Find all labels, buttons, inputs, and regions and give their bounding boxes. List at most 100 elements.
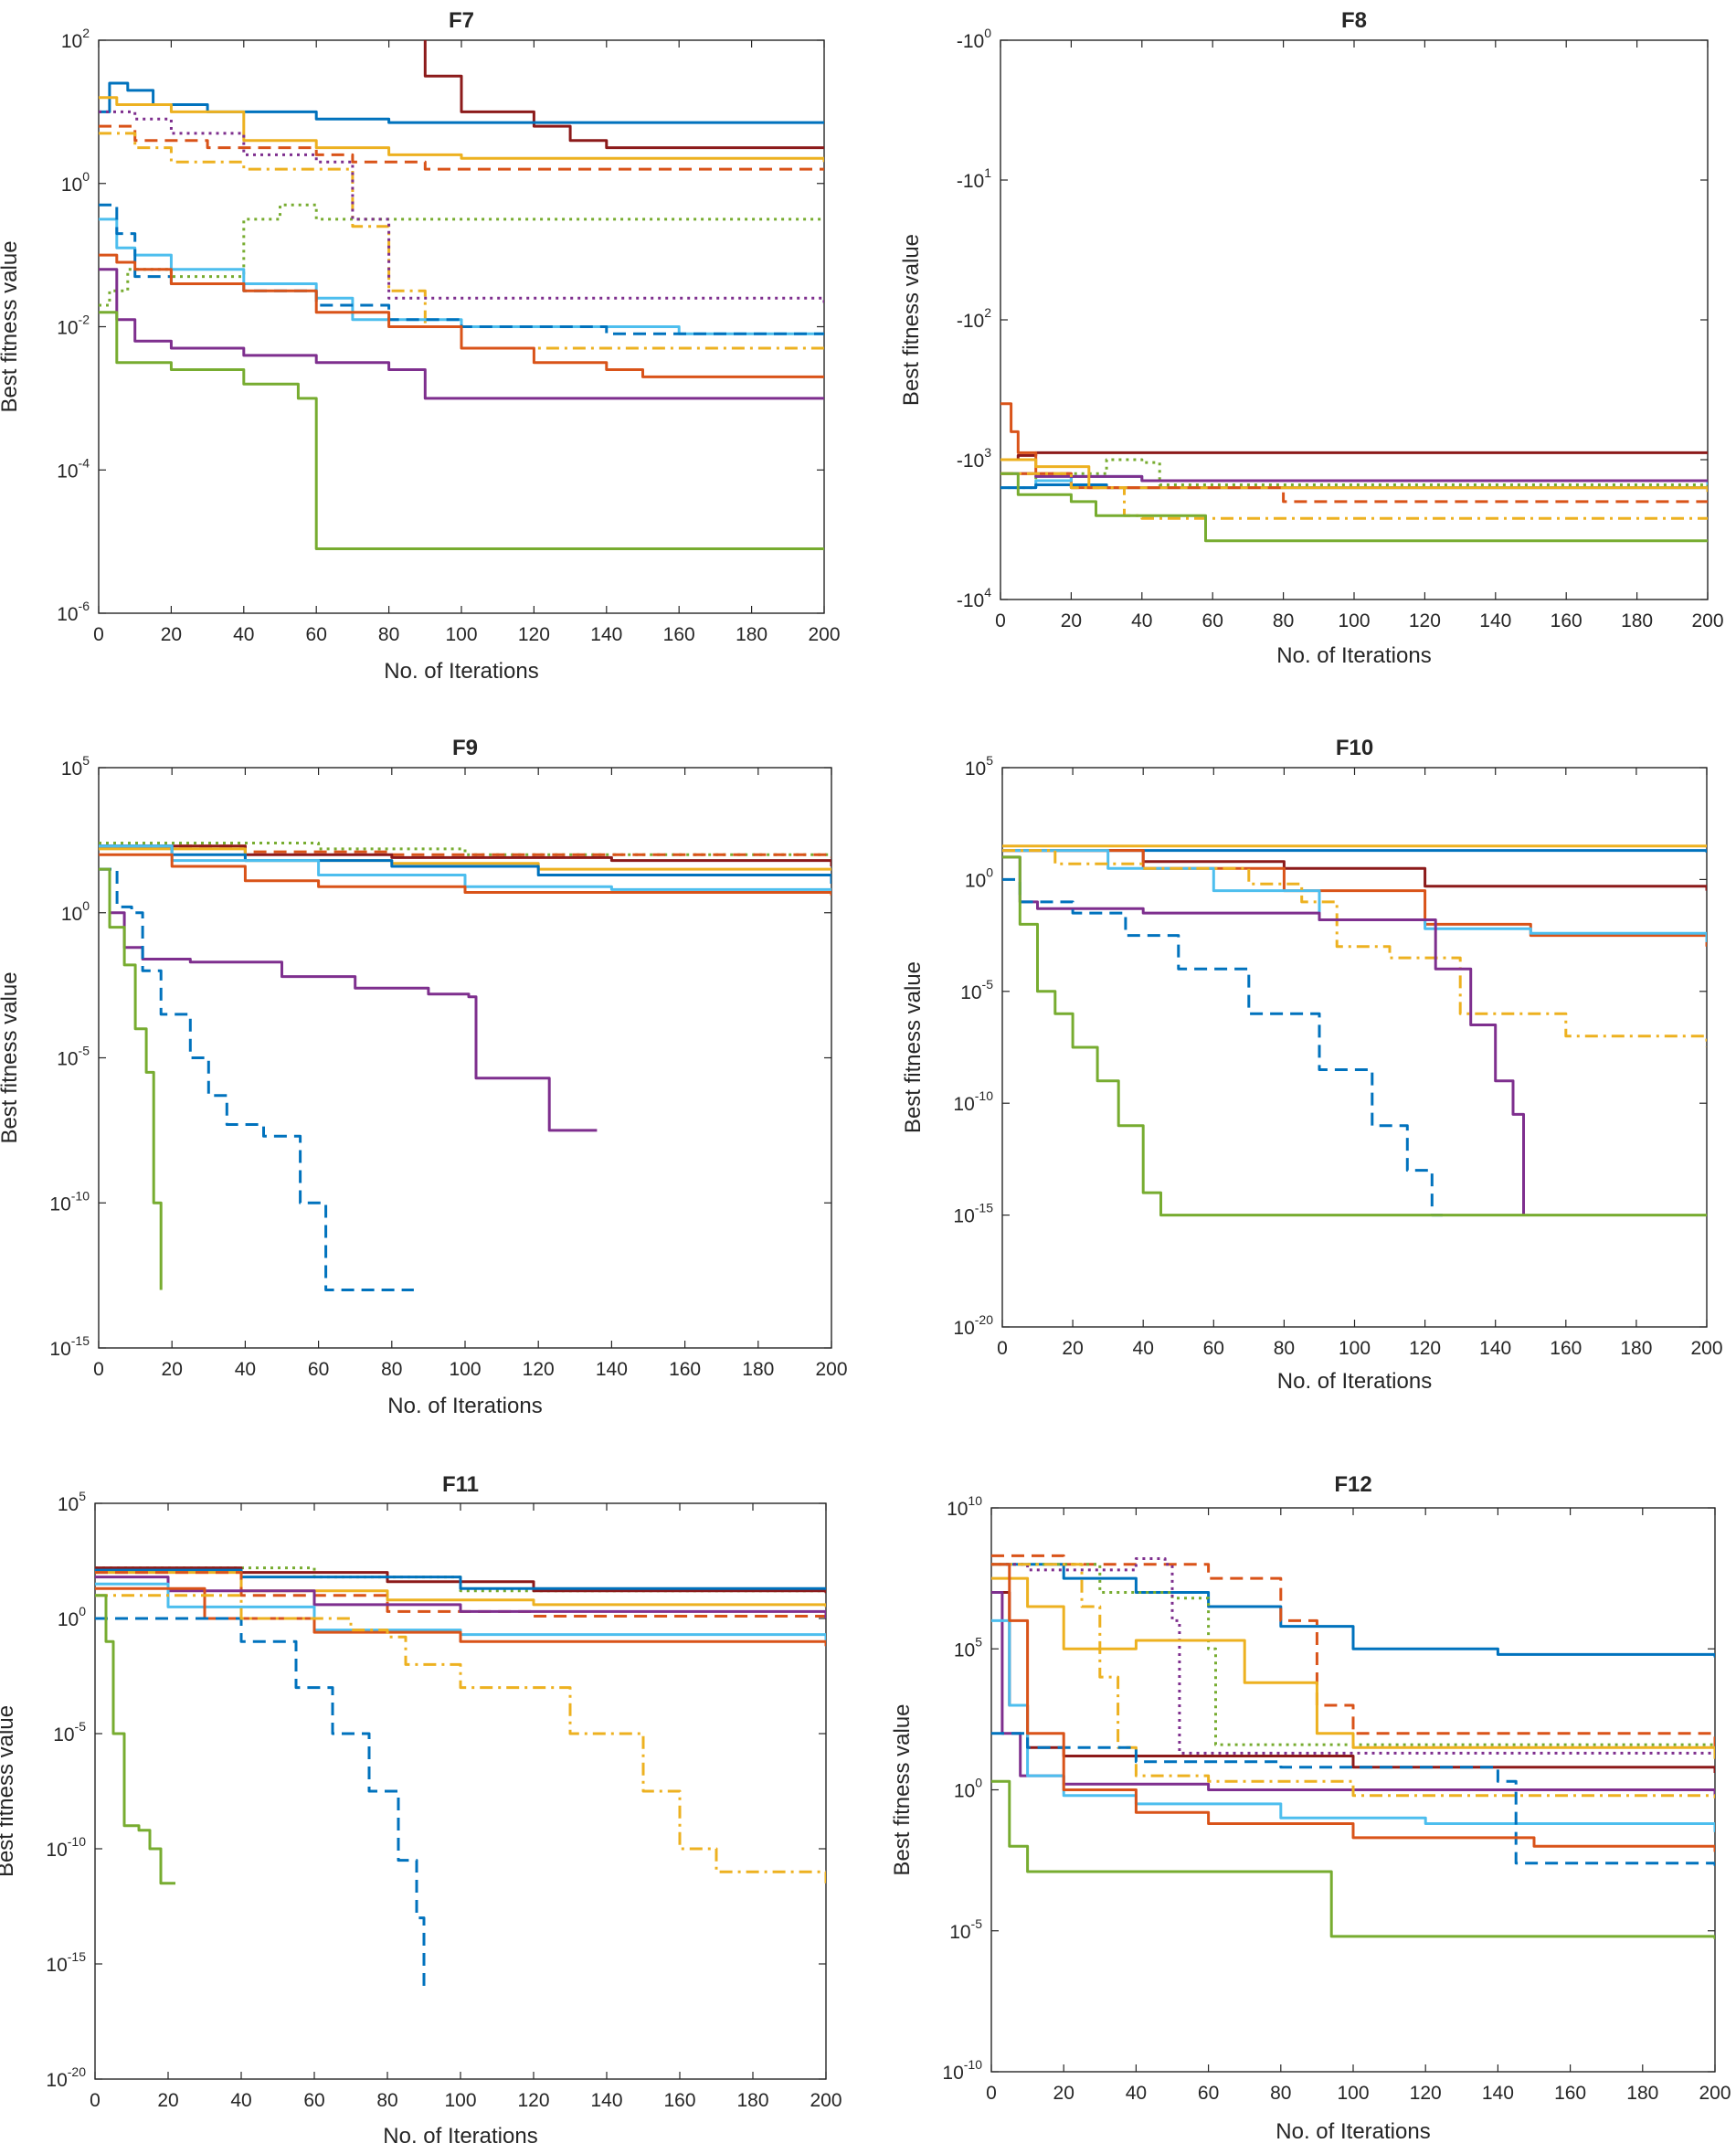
chart-title: F11	[442, 1472, 479, 1497]
x-tick-label: 60	[1198, 2083, 1219, 2104]
x-tick-label: 60	[1202, 610, 1223, 631]
x-tick-label: 120	[517, 2090, 549, 2111]
y-axis-label: Best fitness value	[899, 234, 924, 406]
y-tick-label: 100	[965, 865, 993, 891]
x-tick-label: 80	[1273, 610, 1294, 631]
x-tick-label: 20	[162, 1359, 183, 1380]
x-tick-label: 20	[1061, 610, 1082, 631]
series-line-3	[99, 96, 824, 163]
x-tick-label: 100	[1337, 2083, 1369, 2104]
chart-title: F9	[452, 736, 478, 760]
series-line-9	[1002, 855, 1707, 1217]
y-tick-label: 102	[61, 26, 90, 52]
y-tick-label: -103	[957, 445, 991, 472]
x-axis-label: No. of Iterations	[1277, 1369, 1432, 1394]
x-tick-label: 40	[1131, 610, 1152, 631]
series-line-10	[95, 1594, 826, 1883]
y-tick-label: 10-5	[53, 1719, 86, 1745]
x-tick-label: 120	[1409, 1338, 1441, 1359]
x-tick-label: 60	[308, 1359, 329, 1380]
y-tick-label: 10-5	[949, 1916, 982, 1943]
x-tick-label: 100	[444, 2090, 476, 2111]
chart-f8: F8 0 20 40 60 80 100 120 140 160 180 200 -100 -101 -10…	[899, 8, 1724, 668]
x-tick-label: 0	[93, 624, 104, 645]
series-line-3	[991, 1563, 1715, 1746]
y-tick-label: 10-5	[960, 977, 993, 1003]
y-tick-label: 100	[61, 169, 90, 196]
series-group	[1000, 402, 1708, 543]
y-tick-label: 10-6	[57, 599, 90, 625]
x-tick-label: 40	[1133, 1338, 1154, 1359]
y-tick-label: 105	[965, 753, 993, 780]
series-group	[1002, 844, 1707, 1217]
x-tick-label: 200	[815, 1359, 847, 1380]
x-axis-label: No. of Iterations	[384, 659, 538, 684]
x-tick-label: 100	[445, 624, 477, 645]
y-tick-label: 100	[58, 1604, 86, 1630]
x-tick-label: 160	[669, 1359, 701, 1380]
y-tick-label: 10-15	[46, 1949, 86, 1976]
y-tick-label: -100	[957, 26, 991, 52]
series-group	[99, 842, 831, 1291]
x-tick-label: 120	[518, 624, 550, 645]
x-tick-label: 120	[1409, 610, 1441, 631]
series-line-6	[99, 844, 831, 891]
y-tick-label: 10-15	[49, 1333, 90, 1360]
series-line-10	[99, 867, 163, 1290]
x-tick-label: 200	[808, 624, 840, 645]
chart-f12: F12 0 20 40 60 80 100 120 140 160 180 200 1010 105 100…	[890, 1472, 1731, 2144]
series-group	[991, 1554, 1715, 1939]
x-tick-label: 40	[233, 624, 254, 645]
series-line-11	[95, 1594, 175, 1885]
series-line-10	[99, 253, 824, 378]
x-tick-label: 0	[986, 2083, 997, 2104]
chart-f7: F7 0 20 40 60 80 100 120 140 160 180 200 102 100 10-2 1…	[0, 8, 841, 684]
series-line-2	[99, 81, 824, 124]
x-tick-label: 120	[1410, 2083, 1442, 2104]
x-tick-label: 200	[1691, 610, 1723, 631]
x-tick-label: 180	[736, 624, 767, 645]
y-tick-label: 10-5	[57, 1044, 90, 1070]
y-tick-label: 10-10	[942, 2057, 982, 2084]
series-line-6	[1002, 849, 1707, 1047]
series-line-1	[991, 1563, 1715, 1658]
x-tick-label: 20	[1053, 2083, 1074, 2104]
x-tick-label: 200	[810, 2090, 842, 2111]
y-tick-label: 10-10	[46, 1834, 86, 1861]
y-tick-label: -101	[957, 165, 991, 192]
series-line-2	[1002, 849, 1707, 853]
y-tick-label: -102	[957, 305, 991, 332]
x-tick-label: 100	[449, 1359, 481, 1380]
x-tick-label: 180	[736, 2090, 768, 2111]
x-tick-label: 200	[1699, 2083, 1731, 2104]
x-tick-label: 20	[161, 624, 182, 645]
series-line-11	[991, 1563, 1715, 1852]
y-tick-label: 10-20	[953, 1312, 993, 1339]
x-tick-label: 160	[663, 2090, 695, 2111]
x-tick-label: 80	[376, 2090, 397, 2111]
x-tick-label: 140	[1482, 2083, 1514, 2104]
chart-f10: F10 0 20 40 60 80 100 120 140 160 180 200 105 100 10-5…	[901, 736, 1723, 1394]
x-tick-label: 140	[590, 2090, 622, 2111]
x-tick-label: 160	[663, 624, 695, 645]
y-tick-label: 10-20	[46, 2064, 86, 2091]
chart-title: F10	[1336, 736, 1373, 760]
chart-title: F7	[449, 8, 474, 33]
x-tick-label: 20	[157, 2090, 178, 2111]
x-tick-label: 0	[997, 1338, 1008, 1359]
y-tick-label: 10-15	[953, 1201, 993, 1227]
y-tick-label: 105	[58, 1489, 86, 1515]
x-tick-label: 100	[1338, 610, 1370, 631]
y-axis-label: Best fitness value	[0, 1705, 18, 1877]
x-tick-label: 40	[235, 1359, 256, 1380]
chart-title: F12	[1334, 1472, 1371, 1497]
series-group	[95, 1566, 826, 1988]
x-tick-label: 180	[1626, 2083, 1658, 2104]
y-tick-label: 10-10	[49, 1188, 90, 1215]
x-tick-label: 60	[1203, 1338, 1224, 1359]
series-line-1	[423, 40, 824, 150]
x-tick-label: 180	[1621, 610, 1653, 631]
x-tick-label: 0	[90, 2090, 101, 2111]
y-tick-label: 100	[61, 898, 90, 925]
